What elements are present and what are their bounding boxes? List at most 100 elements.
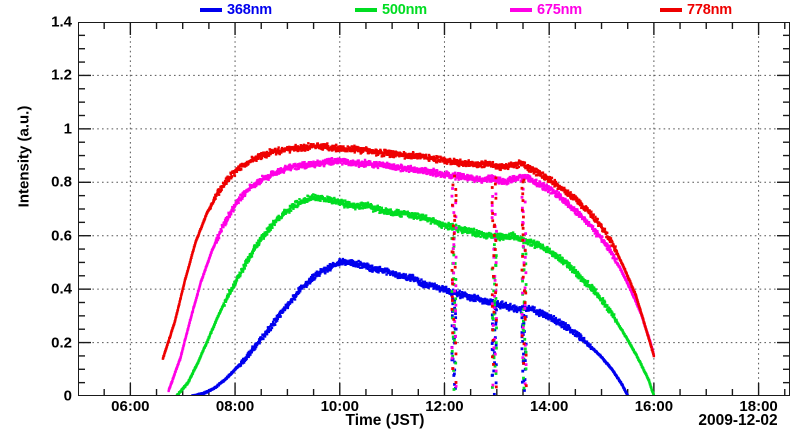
data-point xyxy=(577,272,581,275)
data-point xyxy=(579,279,582,283)
data-point xyxy=(268,227,272,230)
data-point xyxy=(562,322,566,325)
data-point xyxy=(508,304,512,307)
data-point xyxy=(433,222,437,225)
data-point xyxy=(413,166,416,169)
data-point xyxy=(635,353,638,357)
data-point xyxy=(538,308,541,312)
data-point xyxy=(243,194,247,198)
data-point xyxy=(548,249,551,252)
data-point xyxy=(383,271,386,274)
data-point xyxy=(294,162,297,166)
data-point xyxy=(331,197,334,200)
data-point xyxy=(284,306,287,310)
data-point xyxy=(330,266,333,270)
data-point xyxy=(529,240,532,244)
data-point xyxy=(453,171,457,174)
data-point xyxy=(625,391,628,394)
data-point xyxy=(541,245,545,248)
data-point xyxy=(494,232,497,236)
data-point xyxy=(174,370,177,373)
dropout-point xyxy=(521,360,525,363)
data-point xyxy=(451,228,454,231)
data-point xyxy=(458,228,461,231)
data-point xyxy=(344,203,347,206)
data-point xyxy=(339,202,342,205)
data-point xyxy=(337,260,340,264)
data-point xyxy=(460,175,463,178)
data-point xyxy=(561,258,564,261)
data-point xyxy=(553,190,557,193)
data-point xyxy=(369,202,373,206)
data-point xyxy=(352,264,355,268)
dropout-point xyxy=(454,386,457,390)
data-point xyxy=(481,234,485,237)
data-point xyxy=(462,230,466,234)
data-point xyxy=(408,277,412,281)
data-point xyxy=(528,175,532,178)
data-point xyxy=(282,213,285,216)
data-point xyxy=(508,175,512,179)
data-point xyxy=(579,333,582,336)
data-point xyxy=(642,367,645,370)
data-point xyxy=(419,284,423,287)
legend-label: 500nm xyxy=(382,2,427,18)
y-tick-label: 1.4 xyxy=(51,13,72,31)
data-point xyxy=(438,224,441,228)
data-point xyxy=(288,163,292,167)
data-point xyxy=(563,261,566,265)
data-point xyxy=(421,284,424,287)
data-point xyxy=(588,345,591,348)
data-point xyxy=(361,201,364,205)
data-point xyxy=(289,209,293,212)
data-point xyxy=(529,180,533,183)
data-point xyxy=(562,321,565,324)
data-point xyxy=(568,262,571,265)
data-point xyxy=(252,249,255,253)
legend-swatch-icon xyxy=(200,8,222,12)
data-point xyxy=(513,309,516,312)
data-point xyxy=(324,272,327,275)
dropout-point xyxy=(452,388,456,391)
data-point xyxy=(611,312,614,315)
data-point xyxy=(266,176,269,180)
data-point xyxy=(488,231,491,235)
data-point xyxy=(424,285,428,289)
data-point xyxy=(340,259,343,262)
data-point xyxy=(596,292,600,295)
data-point xyxy=(298,198,301,201)
data-point xyxy=(554,252,558,255)
data-point xyxy=(440,171,444,174)
data-point xyxy=(196,292,199,295)
data-point xyxy=(466,179,469,182)
data-point xyxy=(361,207,365,210)
data-point xyxy=(175,367,178,370)
data-point xyxy=(333,196,336,200)
data-point xyxy=(403,276,407,280)
data-point xyxy=(447,221,450,225)
data-point xyxy=(316,163,320,167)
data-point xyxy=(394,210,397,213)
data-point xyxy=(404,166,408,169)
y-tick-label: 1.2 xyxy=(51,66,72,84)
data-point xyxy=(266,233,269,236)
data-point xyxy=(370,204,373,207)
data-point xyxy=(553,254,557,257)
data-point xyxy=(443,176,447,179)
data-point xyxy=(231,208,235,211)
data-point xyxy=(349,159,352,163)
data-point xyxy=(239,199,243,202)
data-point xyxy=(328,266,331,269)
axis-ticks xyxy=(78,22,790,396)
data-point xyxy=(456,294,459,298)
data-point xyxy=(258,182,261,186)
data-point xyxy=(186,329,189,333)
data-point xyxy=(557,191,561,194)
data-point xyxy=(490,178,493,181)
data-point xyxy=(498,236,501,240)
data-point xyxy=(402,272,405,276)
data-point xyxy=(527,180,531,183)
data-point xyxy=(183,342,186,345)
data-point xyxy=(247,355,250,359)
data-point xyxy=(253,185,257,189)
